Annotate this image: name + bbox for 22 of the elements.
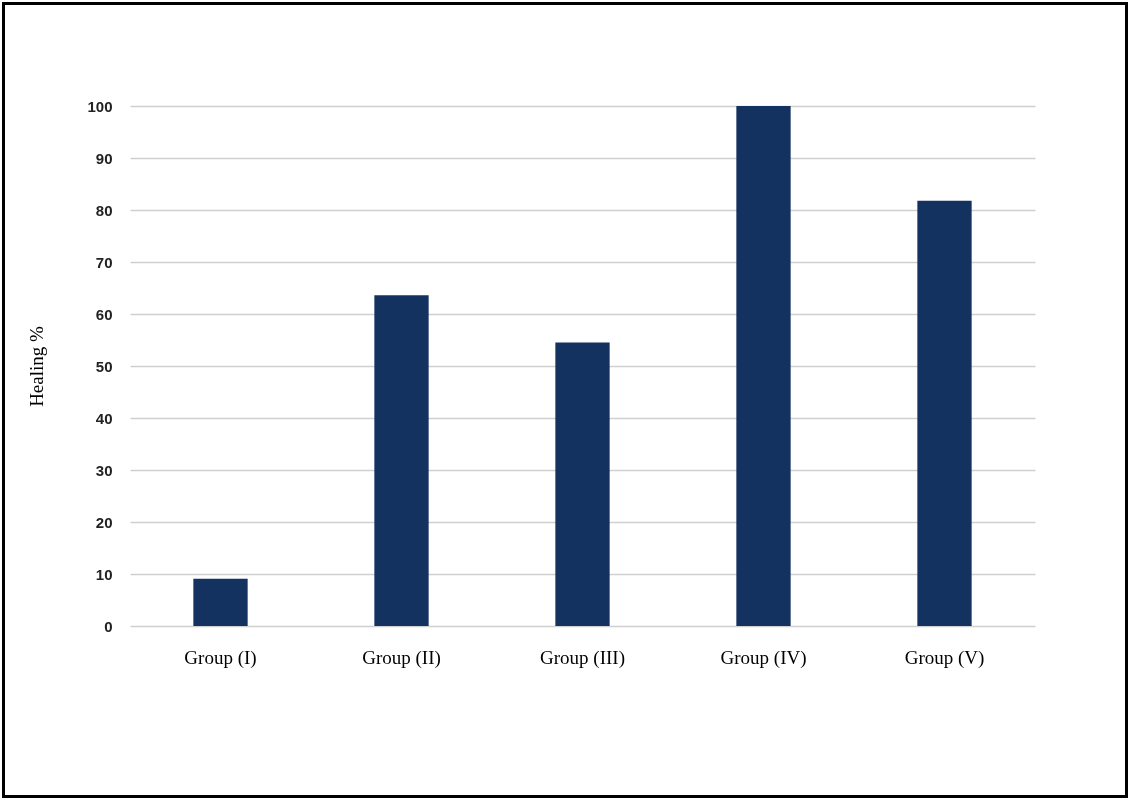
y-tick-label: 90	[95, 149, 113, 167]
bar	[736, 106, 791, 626]
y-tick-label: 50	[95, 357, 113, 375]
y-tick-label: 80	[95, 201, 113, 219]
y-tick-label: 60	[95, 305, 113, 323]
y-tick-label: 30	[95, 461, 113, 479]
x-tick-label: Group (V)	[904, 646, 985, 669]
x-tick-label: Group (IV)	[720, 646, 807, 669]
y-tick-label: 70	[95, 253, 113, 271]
bar	[193, 578, 248, 626]
x-tick-label: Group (II)	[362, 646, 441, 669]
y-axis-title: Healing %	[26, 325, 48, 407]
x-tick-label: Group (I)	[184, 646, 257, 669]
bar	[917, 200, 972, 626]
y-tick-label: 40	[95, 409, 113, 427]
bar	[555, 342, 610, 626]
y-tick-label: 10	[95, 565, 113, 583]
x-tick-label: Group (III)	[540, 646, 625, 669]
bar	[374, 295, 429, 626]
y-tick-label: 0	[104, 617, 113, 635]
y-tick-label: 20	[95, 513, 113, 531]
y-tick-label: 100	[87, 97, 113, 115]
